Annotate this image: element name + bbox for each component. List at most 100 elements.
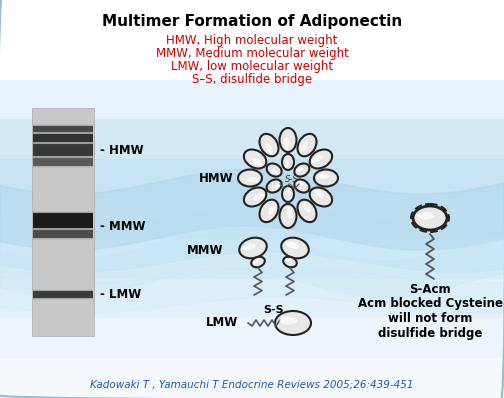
Text: S–S, disulfide bridge: S–S, disulfide bridge — [192, 73, 312, 86]
Ellipse shape — [309, 150, 332, 168]
FancyBboxPatch shape — [0, 0, 504, 40]
Text: Multimer Formation of Adiponectin: Multimer Formation of Adiponectin — [102, 14, 402, 29]
Text: - HMW: - HMW — [100, 144, 144, 156]
FancyBboxPatch shape — [0, 40, 504, 80]
Ellipse shape — [297, 181, 304, 187]
Ellipse shape — [282, 186, 294, 202]
FancyBboxPatch shape — [33, 215, 93, 230]
Text: S-S: S-S — [285, 176, 299, 185]
Ellipse shape — [285, 160, 289, 168]
FancyBboxPatch shape — [0, 199, 504, 239]
Ellipse shape — [312, 155, 323, 163]
FancyBboxPatch shape — [0, 80, 504, 119]
Ellipse shape — [314, 190, 325, 198]
Ellipse shape — [297, 134, 317, 156]
Text: S-S: S-S — [264, 305, 284, 315]
Ellipse shape — [281, 238, 309, 258]
FancyBboxPatch shape — [0, 318, 504, 358]
FancyBboxPatch shape — [33, 160, 93, 168]
Ellipse shape — [275, 311, 311, 335]
Ellipse shape — [260, 200, 279, 222]
FancyBboxPatch shape — [33, 156, 93, 164]
Text: LMW, low molecular weight: LMW, low molecular weight — [171, 60, 333, 73]
Ellipse shape — [272, 170, 279, 175]
FancyBboxPatch shape — [33, 158, 93, 166]
FancyBboxPatch shape — [0, 358, 504, 398]
FancyBboxPatch shape — [33, 289, 93, 296]
FancyBboxPatch shape — [33, 231, 93, 239]
Ellipse shape — [239, 238, 267, 258]
FancyBboxPatch shape — [33, 144, 93, 156]
FancyBboxPatch shape — [33, 142, 93, 154]
Text: MMW, Medium molecular weight: MMW, Medium molecular weight — [156, 47, 348, 60]
FancyBboxPatch shape — [0, 159, 504, 199]
FancyBboxPatch shape — [0, 119, 504, 159]
Text: S-Acm: S-Acm — [409, 283, 451, 296]
FancyBboxPatch shape — [33, 229, 93, 237]
FancyBboxPatch shape — [33, 211, 93, 226]
Ellipse shape — [317, 174, 329, 179]
Text: MMW: MMW — [186, 244, 223, 258]
FancyBboxPatch shape — [33, 126, 93, 132]
FancyBboxPatch shape — [0, 279, 504, 318]
Ellipse shape — [284, 137, 289, 149]
Text: - LMW: - LMW — [100, 289, 141, 302]
FancyBboxPatch shape — [33, 128, 93, 134]
Ellipse shape — [244, 150, 266, 168]
FancyBboxPatch shape — [33, 293, 93, 300]
Ellipse shape — [280, 204, 296, 228]
Ellipse shape — [253, 193, 264, 201]
FancyBboxPatch shape — [33, 212, 93, 227]
FancyBboxPatch shape — [33, 146, 93, 158]
Text: Acm blocked Cysteine
will not form
disulfide bridge: Acm blocked Cysteine will not form disul… — [357, 297, 502, 340]
Ellipse shape — [283, 257, 297, 267]
Ellipse shape — [300, 141, 308, 152]
Ellipse shape — [267, 164, 282, 177]
Ellipse shape — [413, 206, 447, 230]
FancyBboxPatch shape — [33, 213, 93, 228]
FancyBboxPatch shape — [33, 124, 93, 130]
Ellipse shape — [314, 170, 338, 187]
Ellipse shape — [244, 187, 266, 207]
Ellipse shape — [238, 170, 262, 187]
FancyBboxPatch shape — [33, 232, 93, 240]
Text: - MMW: - MMW — [100, 220, 146, 232]
Ellipse shape — [287, 207, 292, 219]
FancyBboxPatch shape — [33, 127, 93, 133]
Ellipse shape — [303, 202, 311, 213]
Ellipse shape — [242, 243, 256, 251]
FancyBboxPatch shape — [33, 133, 93, 141]
Text: LMW: LMW — [206, 316, 238, 330]
Ellipse shape — [247, 177, 259, 182]
Text: Kadowaki T , Yamauchi T Endocrine Reviews 2005;26:439-451: Kadowaki T , Yamauchi T Endocrine Review… — [90, 380, 414, 390]
Ellipse shape — [285, 242, 299, 249]
Ellipse shape — [417, 212, 434, 220]
Ellipse shape — [297, 200, 317, 222]
Ellipse shape — [282, 154, 294, 170]
Ellipse shape — [260, 134, 279, 156]
Ellipse shape — [265, 143, 273, 154]
Ellipse shape — [251, 257, 265, 267]
FancyBboxPatch shape — [33, 292, 93, 299]
Ellipse shape — [287, 188, 291, 196]
FancyBboxPatch shape — [32, 108, 94, 336]
FancyBboxPatch shape — [33, 157, 93, 165]
FancyBboxPatch shape — [33, 290, 93, 297]
Ellipse shape — [294, 164, 309, 177]
Ellipse shape — [253, 260, 260, 263]
Ellipse shape — [267, 179, 282, 193]
Ellipse shape — [268, 204, 276, 215]
FancyBboxPatch shape — [33, 230, 93, 238]
Text: HMW: HMW — [200, 172, 234, 185]
FancyBboxPatch shape — [33, 136, 93, 144]
Ellipse shape — [285, 259, 292, 262]
FancyBboxPatch shape — [33, 135, 93, 143]
Ellipse shape — [294, 179, 309, 193]
FancyBboxPatch shape — [33, 143, 93, 155]
FancyBboxPatch shape — [33, 125, 93, 131]
FancyBboxPatch shape — [33, 214, 93, 229]
Ellipse shape — [280, 128, 296, 152]
FancyBboxPatch shape — [33, 145, 93, 157]
FancyBboxPatch shape — [33, 291, 93, 298]
Text: HMW, High molecular weight: HMW, High molecular weight — [166, 34, 338, 47]
